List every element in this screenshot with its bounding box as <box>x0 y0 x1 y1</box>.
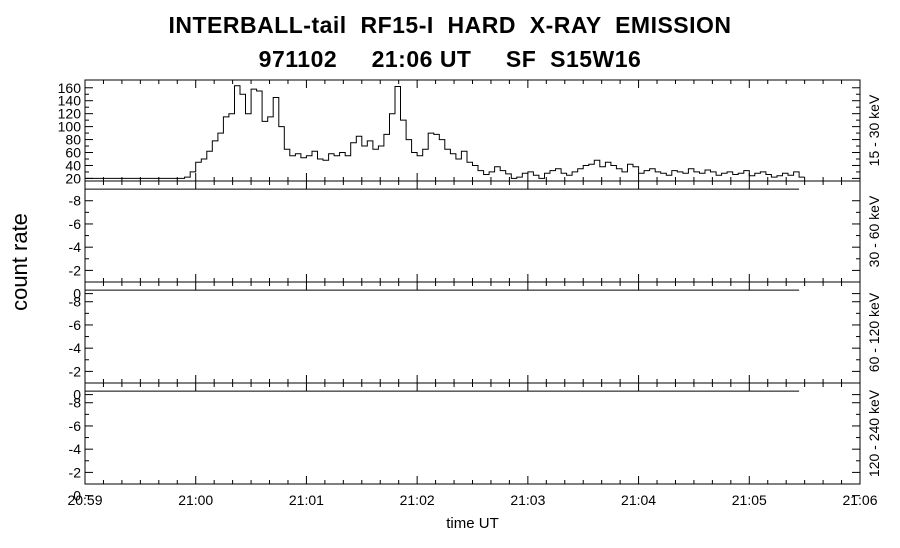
panel-frame-2 <box>84 180 861 283</box>
x-tick-label: 21:04 <box>621 492 656 508</box>
y-tick-label: -6 <box>69 317 82 333</box>
y-tick-label: -4 <box>69 340 82 356</box>
y-tick-label: -6 <box>69 216 82 232</box>
panel-energy-label: 15 - 30 keV <box>866 94 882 166</box>
y-tick-label: -6 <box>69 418 82 434</box>
chart-title: INTERBALL-tail RF15-I HARD X-RAY EMISSIO… <box>168 12 732 38</box>
y-tick-label: 40 <box>65 157 81 173</box>
x-tick-label: 21:05 <box>732 492 767 508</box>
panel-energy-label: 30 - 60 keV <box>866 195 882 267</box>
y-tick-label: -8 <box>69 193 82 209</box>
y-tick-label: -8 <box>69 395 82 411</box>
x-tick-label: 21:01 <box>289 492 324 508</box>
x-tick-label: 21:03 <box>510 492 545 508</box>
y-tick-label: 60 <box>65 145 81 161</box>
y-tick-label: 160 <box>58 80 82 96</box>
y-tick-label: 80 <box>65 132 81 148</box>
y-tick-label: 20 <box>65 170 81 186</box>
y-tick-label: -2 <box>69 262 82 278</box>
y-tick-label: 0 <box>73 488 81 504</box>
panel-energy-label: 120 - 240 keV <box>866 389 882 477</box>
panel-energy-label: 60 - 120 keV <box>866 292 882 372</box>
x-axis-label: time UT <box>446 515 499 532</box>
panel-frame-4 <box>84 382 861 485</box>
y-tick-label: 0 <box>73 286 81 302</box>
y-tick-label: 0 <box>73 387 81 403</box>
y-tick-label: 140 <box>58 93 82 109</box>
x-tick-label: 21:06 <box>842 492 877 508</box>
y-tick-label: 120 <box>58 106 82 122</box>
y-tick-label: -4 <box>69 441 82 457</box>
y-tick-label: -2 <box>69 464 82 480</box>
x-tick-label: 20:59 <box>67 492 102 508</box>
x-tick-label: 21:02 <box>400 492 435 508</box>
y-tick-label: -2 <box>69 363 82 379</box>
chart-subtitle: 971102 21:06 UT SF S15W16 <box>258 46 642 72</box>
y-axis-label: count rate <box>7 213 32 311</box>
series-line-1 <box>85 85 805 179</box>
y-tick-label: -4 <box>69 239 82 255</box>
y-tick-label: -8 <box>69 294 82 310</box>
y-tick-label: 100 <box>58 119 82 135</box>
x-tick-label: 21:00 <box>178 492 213 508</box>
panel-frame-3 <box>84 281 861 384</box>
